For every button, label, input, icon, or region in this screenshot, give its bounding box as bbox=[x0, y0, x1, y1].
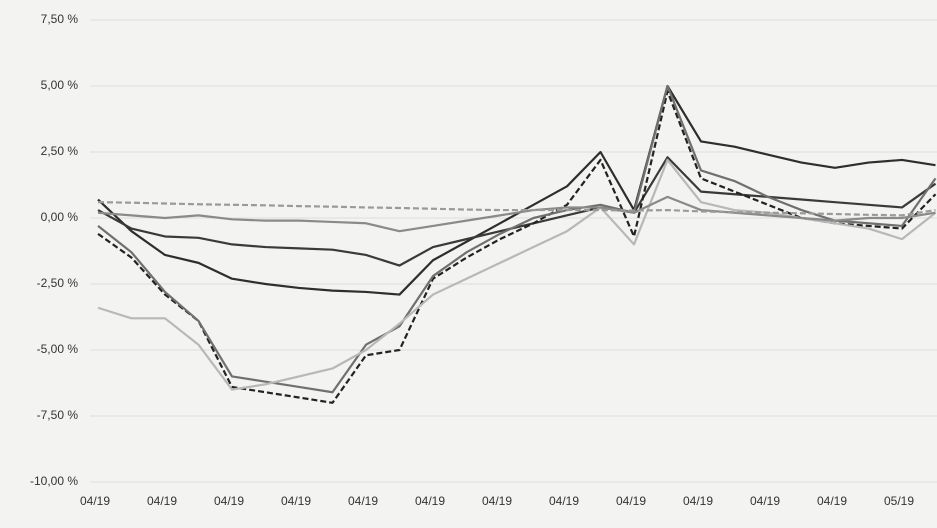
x-tick-label: 04/19 bbox=[415, 494, 445, 508]
line-series bbox=[97, 90, 937, 404]
x-tick-label: 04/19 bbox=[348, 494, 378, 508]
line-series bbox=[97, 84, 937, 394]
x-tick-label: 04/19 bbox=[80, 494, 110, 508]
line-series bbox=[97, 195, 936, 233]
line-series bbox=[97, 156, 937, 267]
x-tick-label: 04/19 bbox=[214, 494, 244, 508]
x-tick-label: 04/19 bbox=[616, 494, 646, 508]
y-tick-label: -10,00 % bbox=[30, 474, 78, 488]
x-tick-label: 04/19 bbox=[281, 494, 311, 508]
y-tick-label: 2,50 % bbox=[41, 144, 79, 158]
y-tick-label: 5,00 % bbox=[41, 78, 79, 92]
line-series bbox=[97, 201, 936, 217]
x-tick-label: 05/19 bbox=[884, 494, 914, 508]
x-tick-label: 04/19 bbox=[683, 494, 713, 508]
y-tick-label: -2,50 % bbox=[37, 276, 79, 290]
x-tick-label: 04/19 bbox=[549, 494, 579, 508]
y-tick-label: 0,00 % bbox=[41, 210, 79, 224]
x-tick-label: 04/19 bbox=[147, 494, 177, 508]
y-tick-label: 7,50 % bbox=[41, 12, 79, 26]
y-tick-label: -7,50 % bbox=[37, 408, 79, 422]
line-series bbox=[97, 84, 936, 296]
x-tick-label: 04/19 bbox=[482, 494, 512, 508]
x-tick-label: 04/19 bbox=[817, 494, 847, 508]
y-tick-label: -5,00 % bbox=[37, 342, 79, 356]
x-tick-label: 04/19 bbox=[750, 494, 780, 508]
